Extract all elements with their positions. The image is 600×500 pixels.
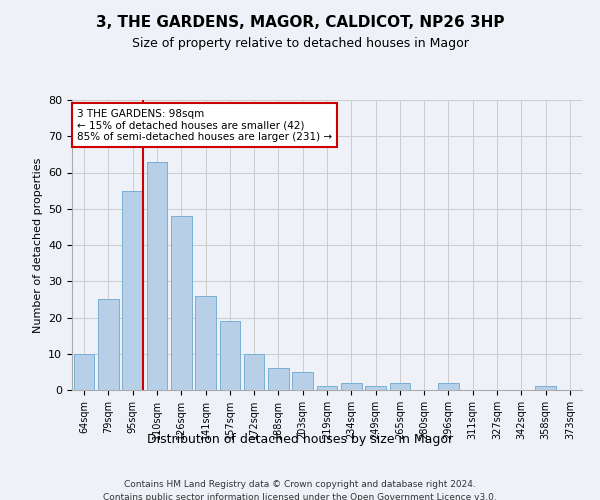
Bar	[268, 368, 289, 390]
Bar	[98, 300, 119, 390]
Bar	[74, 354, 94, 390]
Bar	[389, 383, 410, 390]
Bar	[195, 296, 216, 390]
Text: Distribution of detached houses by size in Magor: Distribution of detached houses by size …	[147, 432, 453, 446]
Bar	[365, 386, 386, 390]
Bar	[122, 190, 143, 390]
Bar	[292, 372, 313, 390]
Text: Size of property relative to detached houses in Magor: Size of property relative to detached ho…	[131, 38, 469, 51]
Text: Contains HM Land Registry data © Crown copyright and database right 2024.: Contains HM Land Registry data © Crown c…	[124, 480, 476, 489]
Bar	[220, 321, 240, 390]
Text: Contains public sector information licensed under the Open Government Licence v3: Contains public sector information licen…	[103, 492, 497, 500]
Bar	[317, 386, 337, 390]
Bar	[171, 216, 191, 390]
Bar	[438, 383, 459, 390]
Bar	[535, 386, 556, 390]
Text: 3, THE GARDENS, MAGOR, CALDICOT, NP26 3HP: 3, THE GARDENS, MAGOR, CALDICOT, NP26 3H…	[96, 15, 504, 30]
Bar	[244, 354, 265, 390]
Y-axis label: Number of detached properties: Number of detached properties	[32, 158, 43, 332]
Bar	[341, 383, 362, 390]
Bar	[146, 162, 167, 390]
Text: 3 THE GARDENS: 98sqm
← 15% of detached houses are smaller (42)
85% of semi-detac: 3 THE GARDENS: 98sqm ← 15% of detached h…	[77, 108, 332, 142]
